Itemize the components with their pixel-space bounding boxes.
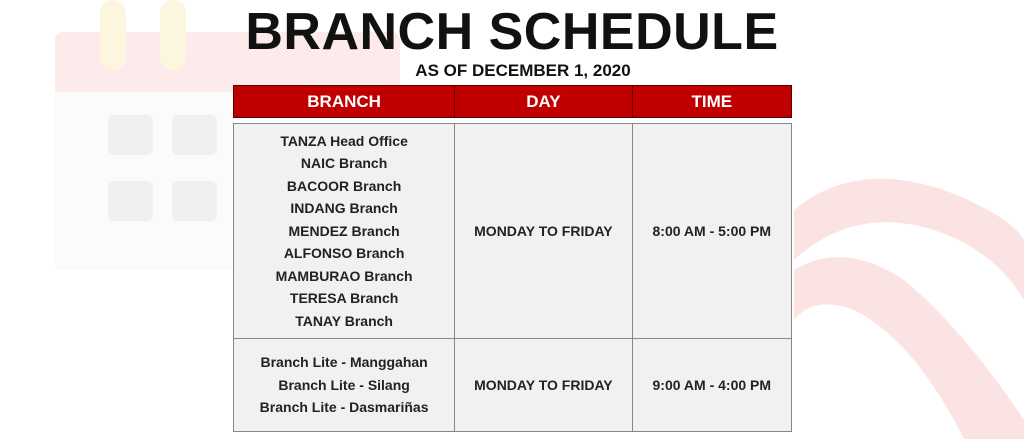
branch-name: Branch Lite - Silang: [278, 376, 410, 393]
calendar-cell: [172, 181, 217, 221]
branch-name: TANAY Branch: [295, 312, 393, 329]
table-row: TANZA Head Office NAIC Branch BACOOR Bra…: [234, 124, 791, 339]
page-subtitle: AS OF DECEMBER 1, 2020: [415, 61, 631, 80]
branch-name: TERESA Branch: [289, 290, 399, 307]
time-cell: 9:00 AM - 4:00 PM: [652, 377, 772, 393]
branch-name: Branch Lite - Manggahan: [260, 354, 428, 371]
header-day: DAY: [455, 86, 633, 117]
branch-name: INDANG Branch: [290, 200, 398, 217]
table-row: Branch Lite - Manggahan Branch Lite - Si…: [234, 339, 791, 431]
day-cell: MONDAY TO FRIDAY: [455, 124, 633, 338]
calendar-cell: [108, 115, 153, 155]
branch-name: MAMBURAO Branch: [275, 267, 413, 284]
header-branch: BRANCH: [234, 86, 456, 117]
branch-name: BACOOR Branch: [286, 177, 402, 194]
table-header: BRANCH DAY TIME: [233, 85, 792, 118]
header-time: TIME: [691, 91, 733, 111]
branch-name: MENDEZ Branch: [288, 222, 400, 239]
branch-name: Branch Lite - Dasmariñas: [259, 399, 429, 416]
branch-list: Branch Lite - Manggahan Branch Lite - Si…: [234, 339, 456, 431]
branch-name: NAIC Branch: [300, 155, 388, 172]
candle-decoration: [160, 0, 186, 70]
branch-list: TANZA Head Office NAIC Branch BACOOR Bra…: [234, 124, 456, 338]
branch-name: ALFONSO Branch: [283, 245, 405, 262]
branch-name: TANZA Head Office: [280, 132, 408, 149]
calendar-background-body: [55, 92, 235, 270]
time-cell: 8:00 AM - 5:00 PM: [652, 223, 772, 239]
logo-swoosh-decoration: [794, 178, 1024, 439]
calendar-cell: [108, 181, 153, 221]
day-cell: MONDAY TO FRIDAY: [455, 339, 633, 431]
calendar-cell: [172, 115, 217, 155]
candle-decoration: [100, 0, 126, 70]
page-title: BRANCH SCHEDULE: [245, 3, 779, 61]
schedule-table: TANZA Head Office NAIC Branch BACOOR Bra…: [233, 123, 792, 432]
